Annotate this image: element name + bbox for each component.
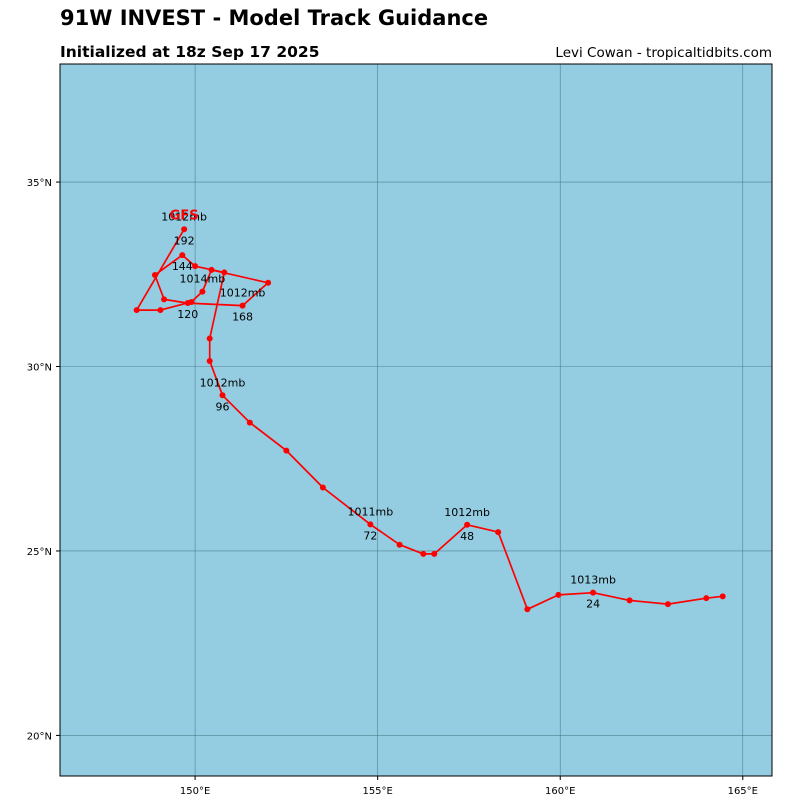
track-point xyxy=(221,269,228,276)
track-point xyxy=(157,307,164,314)
track-point xyxy=(265,279,272,286)
track-point xyxy=(161,296,168,303)
pressure-label: 1012mb xyxy=(444,506,490,519)
track-point xyxy=(719,593,726,600)
map-frame xyxy=(59,63,773,777)
lat-tick-label: 20°N xyxy=(27,731,52,742)
track-point xyxy=(664,601,671,608)
track-point xyxy=(188,298,195,305)
track-point xyxy=(367,521,374,528)
track-point xyxy=(133,307,140,314)
forecast-hour-label: 24 xyxy=(586,598,600,611)
lon-tick-label: 150°E xyxy=(180,786,210,797)
pressure-label: 1011mb xyxy=(348,505,394,518)
track-point xyxy=(626,597,633,604)
forecast-hour-label: 96 xyxy=(215,400,229,413)
ocean-background xyxy=(60,64,772,776)
pressure-label: 1013mb xyxy=(570,574,616,587)
track-point xyxy=(524,606,531,613)
track-point xyxy=(555,591,562,598)
pressure-label: 1014mb xyxy=(180,273,226,286)
lat-tick-label: 30°N xyxy=(27,363,52,374)
lat-tick-label: 25°N xyxy=(27,547,52,558)
track-point xyxy=(396,541,403,548)
track-point xyxy=(192,263,199,270)
track-point xyxy=(239,302,246,309)
map-title: 91W INVEST - Model Track Guidance xyxy=(60,6,489,30)
track-point xyxy=(219,392,226,399)
track-point xyxy=(181,226,188,233)
track-point xyxy=(151,272,158,279)
track-point xyxy=(495,529,502,536)
model-name-label: GFS xyxy=(170,208,199,223)
lon-tick-label: 165°E xyxy=(728,786,758,797)
track-point xyxy=(206,357,213,364)
forecast-hour-label: 192 xyxy=(174,234,195,247)
track-point xyxy=(464,521,471,528)
track-point xyxy=(590,589,597,596)
track-point xyxy=(246,419,253,426)
model-tracks: 1013mb 24 1012mb 48 1011mb 72 1012mb 96 120 1014m… xyxy=(133,208,726,613)
lat-tick-label: 35°N xyxy=(27,178,52,189)
forecast-hour-label: 48 xyxy=(460,530,474,543)
credit: Levi Cowan - tropicaltidbits.com xyxy=(555,45,772,61)
forecast-hour-label: 168 xyxy=(232,311,253,324)
pressure-label: 1012mb xyxy=(161,210,207,223)
track-point xyxy=(283,447,290,454)
forecast-hour-label: 72 xyxy=(363,529,377,542)
pressure-label: 1012mb xyxy=(220,287,266,300)
track-point xyxy=(431,550,438,557)
track-point xyxy=(179,252,186,259)
track-point xyxy=(199,288,206,295)
axis-ticks: 150°E 155°E 160°E 165°E 35°N 30°N 25°N 20°N xyxy=(27,178,758,797)
forecast-hour-label: 144 xyxy=(172,260,193,273)
track-point xyxy=(703,595,710,602)
lon-tick-label: 160°E xyxy=(545,786,575,797)
forecast-hour-label: 120 xyxy=(177,308,198,321)
init-time: Initialized at 18z Sep 17 2025 xyxy=(60,43,320,61)
track-point xyxy=(206,335,213,342)
track-point xyxy=(208,266,215,273)
track-point xyxy=(420,550,427,557)
track-point xyxy=(319,484,326,491)
lon-tick-label: 155°E xyxy=(362,786,392,797)
pressure-label: 1012mb xyxy=(200,376,246,389)
